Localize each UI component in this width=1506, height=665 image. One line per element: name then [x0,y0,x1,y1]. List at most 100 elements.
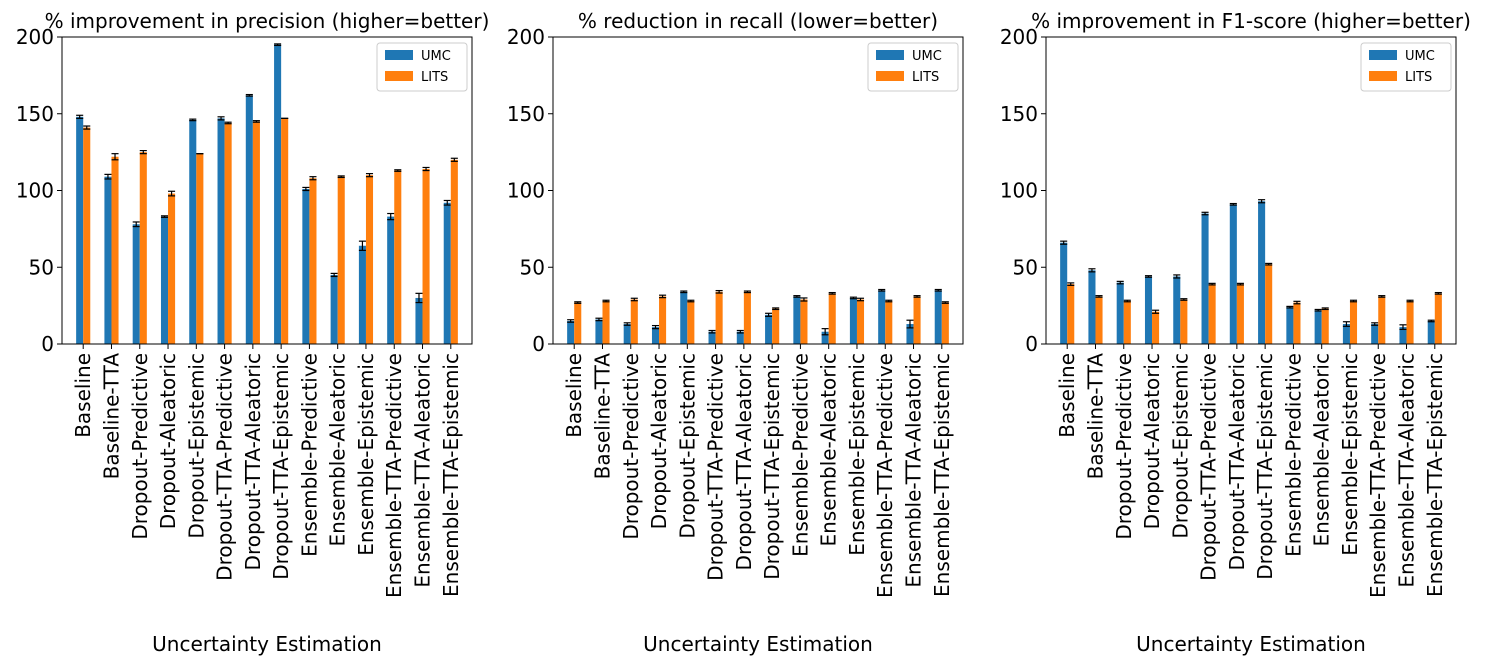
bar-lits [885,301,893,344]
y-tick-label: 200 [16,25,54,49]
bar-lits [196,153,204,344]
x-tick-label: Ensemble-Predictive [1281,353,1305,557]
bar-lits [1095,296,1103,344]
y-tick-label: 200 [1000,25,1038,49]
bar-umc [1173,276,1181,344]
x-tick-label: Dropout-TTA-Epistemic [1253,353,1277,580]
bar-umc [1060,242,1068,344]
bar-lits [1236,284,1244,344]
x-tick-label: Dropout-Predictive [128,353,152,540]
legend-label-umc: UMC [1405,49,1435,64]
x-tick-label: Dropout-Predictive [619,353,643,540]
bar-lits [941,302,949,344]
legend-swatch-umc [1369,50,1397,60]
y-tick-label: 150 [16,102,54,126]
bar-lits [1378,296,1386,344]
bar-lits [1152,311,1160,344]
y-tick-label: 150 [1000,102,1038,126]
bar-lits [365,175,374,344]
x-tick-label: Ensemble-TTA-Epistemic [1423,353,1447,597]
bar-lits [856,299,865,344]
legend-swatch-lits [385,71,413,81]
bar-umc [217,118,225,344]
chart-title: % reduction in recall (lower=better) [578,9,938,33]
x-tick-label: Dropout-Epistemic [675,353,699,539]
x-tick-label: Dropout-TTA-Aleatoric [732,353,756,570]
y-tick-label: 100 [16,179,54,203]
bar-umc [651,327,660,344]
y-tick-label: 200 [507,25,545,49]
bar-lits [1208,284,1216,344]
x-tick-label: Baseline-TTA [99,353,123,480]
bar-umc [330,274,338,344]
x-tick-label: Ensemble-TTA-Epistemic [439,353,463,597]
bar-umc [934,290,942,344]
x-tick-label: Baseline [1055,353,1079,438]
bar-umc [358,245,366,344]
legend-label-lits: LITS [421,70,448,85]
y-tick-label: 50 [520,255,545,279]
bar-lits [281,118,289,344]
bar-umc [708,331,716,344]
bar-umc [245,95,253,344]
bar-lits [1293,302,1301,344]
bar-lits [1321,308,1329,344]
x-tick-label: Dropout-Epistemic [1168,353,1192,539]
x-tick-label: Dropout-TTA-Aleatoric [241,353,265,570]
bar-umc [302,188,310,344]
y-tick-label: 50 [29,255,54,279]
chart-panel-2: % reduction in recall (lower=better) 0 50 1… [507,9,964,656]
x-tick-label: Ensemble-TTA-Predictive [1366,353,1390,598]
bar-lits [1434,293,1442,344]
bar-umc [1371,324,1379,344]
bar-umc [415,297,423,344]
bar-lits [337,176,345,344]
x-tick-label: Dropout-Aleatoric [156,353,180,529]
legend: UMC LITS [1360,42,1452,92]
bar-lits [715,291,723,344]
bar-umc [132,224,140,344]
bar-umc [1427,320,1435,344]
x-axis-label: Uncertainty Estimation [643,632,873,656]
bar-umc [567,320,575,344]
bar-lits [252,121,260,344]
bar-umc [1201,213,1209,344]
bar-umc [1286,307,1294,344]
y-tick-label: 50 [1013,255,1038,279]
x-tick-label: Ensemble-TTA-Aleatoric [1395,353,1419,588]
x-tick-label: Ensemble-Epistemic [1338,353,1362,556]
bar-umc [160,216,169,344]
x-tick-label: Ensemble-TTA-Predictive [382,353,406,598]
x-tick-label: Baseline [562,353,586,438]
y-tick-label: 0 [1025,332,1038,356]
bar-umc [1088,270,1096,344]
bar-lits [1180,299,1188,344]
x-tick-label: Dropout-TTA-Predictive [704,353,728,581]
bar-umc [878,290,886,344]
x-tick-label: Dropout-Predictive [1112,353,1136,540]
y-tick-label: 100 [1000,179,1038,203]
x-tick-label: Dropout-Aleatoric [1140,353,1164,529]
bar-lits [602,301,610,344]
bar-umc [104,176,112,344]
bar-umc [793,296,801,344]
bar-lits [394,170,402,344]
bar-lits [422,169,430,344]
x-tick-label: Ensemble-Predictive [788,353,812,557]
legend-label-umc: UMC [421,49,451,64]
x-tick-label: Dropout-TTA-Predictive [213,353,237,581]
bar-umc [623,324,631,344]
x-tick-label: Dropout-TTA-Predictive [1197,353,1221,581]
bar-umc [387,216,395,344]
y-tick-label: 0 [532,332,545,356]
bar-lits [743,291,751,344]
bar-umc [595,319,603,344]
chart-title: % improvement in F1-score (higher=better… [1031,9,1471,33]
bar-lits [139,152,147,344]
legend-label-umc: UMC [912,49,942,64]
chart-title: % improvement in precision (higher=bette… [45,9,490,33]
bar-lits [83,127,91,344]
bar-lits [450,159,458,344]
bar-lits [772,308,780,344]
